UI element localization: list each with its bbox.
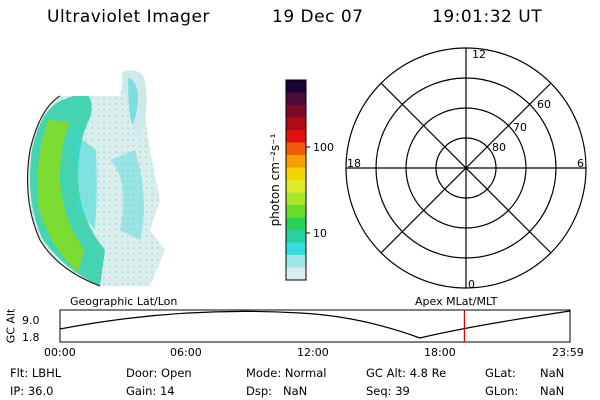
colorbar-swatch [286, 130, 306, 143]
colorbar-swatch [286, 242, 306, 256]
colorbar-tick-100: 100 [313, 141, 334, 154]
seq-info: Seq: 39 [366, 384, 410, 398]
glat-value: NaN [540, 366, 565, 380]
colorbar-swatch [286, 167, 306, 181]
colorbar-swatch [286, 192, 306, 206]
mlt-label-6: 6 [577, 157, 584, 170]
date-label: 19 Dec 07 [272, 7, 364, 27]
dsp-info: Dsp: NaN [246, 384, 308, 398]
glat-label: GLat: [485, 366, 516, 380]
mlt-label-18: 18 [347, 157, 361, 170]
mlat-label-80: 80 [492, 141, 506, 154]
mlt-label-0: 0 [468, 278, 475, 291]
mlat-label-60: 60 [537, 98, 551, 111]
colorbar-swatch [286, 142, 306, 156]
door-info: Door: Open [126, 366, 192, 380]
glon-label: GLon: [485, 384, 519, 398]
xtick-0000: 00:00 [44, 346, 76, 359]
colorbar-swatch [286, 217, 306, 231]
geographic-caption: Geographic Lat/Lon [70, 295, 178, 308]
xtick-1800: 18:00 [424, 346, 456, 359]
ip-info: IP: 36.0 [10, 384, 54, 398]
colorbar-swatch [286, 267, 306, 281]
gc-alt-info: GC Alt: 4.8 Re [366, 366, 447, 380]
colorbar-swatch [286, 180, 306, 193]
auroral-image [26, 70, 165, 287]
xtick-2359: 23:59 [552, 346, 584, 359]
ytick-1-8: 1.8 [22, 331, 40, 344]
altitude-plot [59, 309, 571, 343]
colorbar-swatch [286, 92, 306, 106]
mode-info: Mode: Normal [246, 366, 327, 380]
altitude-axis-label: GC Alt [4, 308, 18, 344]
colorbar [285, 79, 310, 281]
colorbar-swatch [286, 155, 306, 168]
colorbar-swatch [286, 117, 306, 131]
gain-info: Gain: 14 [126, 384, 175, 398]
colorbar-unit-label: photon cm⁻²s⁻¹ [268, 133, 282, 227]
apex-caption: Apex MLat/MLT [415, 295, 498, 308]
colorbar-swatch [286, 105, 306, 118]
filter-info: Flt: LBHL [10, 366, 62, 380]
colorbar-swatch [286, 205, 306, 218]
instrument-title: Ultraviolet Imager [47, 7, 210, 27]
colorbar-tick-10: 10 [313, 227, 327, 240]
mlt-label-12: 12 [472, 48, 486, 61]
colorbar-swatch [286, 230, 306, 243]
colorbar-swatch [286, 80, 306, 93]
mlat-label-70: 70 [513, 121, 527, 134]
ytick-9: 9.0 [22, 314, 40, 327]
xtick-0600: 06:00 [170, 346, 202, 359]
xtick-1200: 12:00 [297, 346, 329, 359]
polar-grid [345, 47, 587, 289]
time-label: 19:01:32 UT [432, 7, 543, 27]
colorbar-swatch [286, 255, 306, 268]
glon-value: NaN [540, 384, 565, 398]
altitude-curve [59, 310, 571, 339]
